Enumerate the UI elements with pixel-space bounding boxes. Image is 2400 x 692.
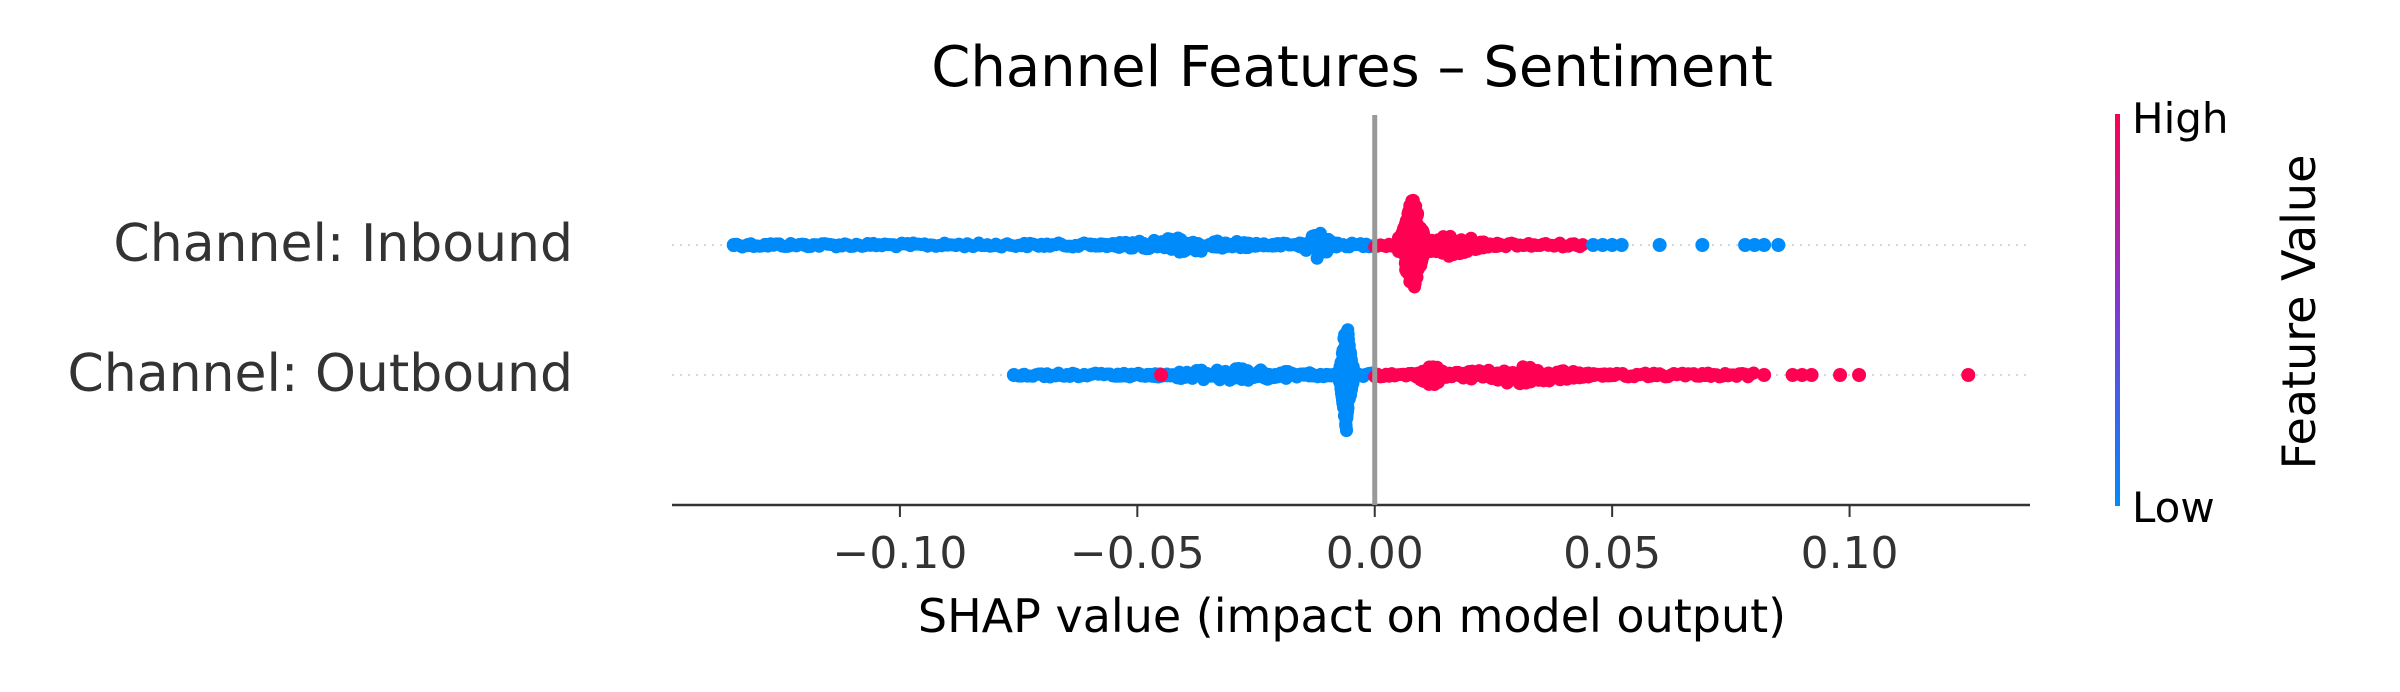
- shap-point: [1747, 366, 1761, 380]
- shap-point: [740, 238, 755, 252]
- shap-point: [1413, 253, 1427, 267]
- shap-point: [1344, 360, 1358, 374]
- x-tick-label: 0.00: [1326, 528, 1424, 579]
- shap-point: [1553, 367, 1567, 381]
- shap-point: [759, 238, 774, 252]
- shap-point: [1166, 235, 1180, 249]
- colorbar-title: Feature Value: [2272, 155, 2326, 470]
- shap-point: [1397, 221, 1411, 235]
- shap-point: [1191, 242, 1205, 256]
- shap-point: [1833, 368, 1848, 382]
- shap-point: [1403, 260, 1417, 274]
- shap-point: [1453, 247, 1467, 261]
- shap-point: [1309, 234, 1323, 248]
- shap-point: [1154, 368, 1169, 382]
- x-axis-label: SHAP value (impact on model output): [918, 589, 1786, 643]
- shap-point: [1414, 223, 1428, 237]
- shap-point: [1652, 238, 1667, 252]
- shap-point: [1126, 236, 1140, 250]
- colorbar-low-label: Low: [2132, 483, 2215, 532]
- chart-title: Channel Features – Sentiment: [931, 35, 1773, 100]
- shap-point: [1414, 369, 1428, 383]
- shap-point: [1281, 368, 1295, 382]
- shap-point: [1491, 373, 1505, 387]
- shap-point: [1341, 348, 1355, 362]
- feature-points-1: [1006, 323, 1976, 438]
- shap-point: [1392, 244, 1406, 258]
- shap-point: [1340, 335, 1354, 349]
- shap-point: [1464, 231, 1478, 245]
- shap-point: [1112, 369, 1126, 383]
- feature-labels: Channel: Inbound Channel: Outbound: [67, 214, 573, 404]
- feature-points-0: [726, 193, 1786, 294]
- shap-point: [1088, 238, 1102, 252]
- colorbar-high-label: High: [2132, 94, 2229, 143]
- shap-point: [1757, 368, 1772, 382]
- shap-point: [1140, 367, 1154, 381]
- shap-point: [1336, 393, 1350, 407]
- shap-point: [1177, 239, 1191, 253]
- shap-point: [1771, 238, 1786, 252]
- shap-point: [1410, 209, 1424, 223]
- colorbar: High Low Feature Value: [2115, 94, 2326, 532]
- shap-point: [1271, 368, 1285, 382]
- shap-point: [1852, 368, 1867, 382]
- shap-point: [797, 238, 812, 252]
- shap-point: [1503, 366, 1517, 380]
- shap-point: [1326, 239, 1340, 253]
- shap-point: [1529, 373, 1543, 387]
- shap-point: [1142, 241, 1156, 255]
- x-tick-label: −0.05: [1070, 528, 1205, 579]
- shap-point: [726, 238, 741, 252]
- colorbar-gradient: [2115, 114, 2120, 506]
- shap-point: [1462, 365, 1476, 379]
- shap-point: [1292, 236, 1306, 250]
- shap-point: [1178, 368, 1192, 382]
- shap-point: [1429, 371, 1443, 385]
- shap-point: [1602, 369, 1616, 383]
- shap-point: [1237, 236, 1251, 250]
- x-ticks: −0.10 −0.05 0.00 0.05 0.10: [832, 505, 1899, 579]
- shap-point: [1446, 236, 1460, 250]
- shap-point: [1576, 238, 1590, 252]
- shap-point: [1422, 360, 1436, 374]
- shap-point: [1226, 366, 1240, 380]
- shap-point: [1804, 368, 1819, 382]
- shap-point: [1418, 241, 1432, 255]
- shap-point: [1757, 238, 1772, 252]
- shap-point: [1576, 370, 1590, 384]
- shap-point: [1512, 376, 1526, 390]
- feature-label: Channel: Inbound: [113, 214, 573, 274]
- shap-point: [1542, 374, 1556, 388]
- shap-points: [726, 193, 1976, 438]
- shap-point: [1268, 238, 1282, 252]
- shap-point: [1476, 235, 1490, 249]
- shap-point: [1961, 368, 1976, 382]
- shap-point: [1522, 363, 1536, 377]
- x-tick-label: 0.05: [1563, 528, 1661, 579]
- shap-point: [1209, 240, 1223, 254]
- shap-point: [1339, 419, 1353, 433]
- x-tick-label: 0.10: [1801, 528, 1899, 579]
- shap-point: [1131, 367, 1145, 381]
- shap-point: [1695, 238, 1710, 252]
- shap-point: [783, 238, 798, 252]
- shap-point: [1614, 238, 1629, 252]
- shap-point: [1393, 231, 1407, 245]
- shap-point: [1258, 371, 1272, 385]
- shap-point: [1482, 363, 1496, 377]
- shap-point: [1334, 382, 1348, 396]
- shap-point: [1306, 369, 1320, 383]
- shap-point: [1016, 368, 1031, 382]
- x-tick-label: −0.10: [832, 528, 967, 579]
- shap-point: [1407, 275, 1421, 289]
- feature-label: Channel: Outbound: [67, 344, 573, 404]
- shap-point: [1196, 368, 1210, 382]
